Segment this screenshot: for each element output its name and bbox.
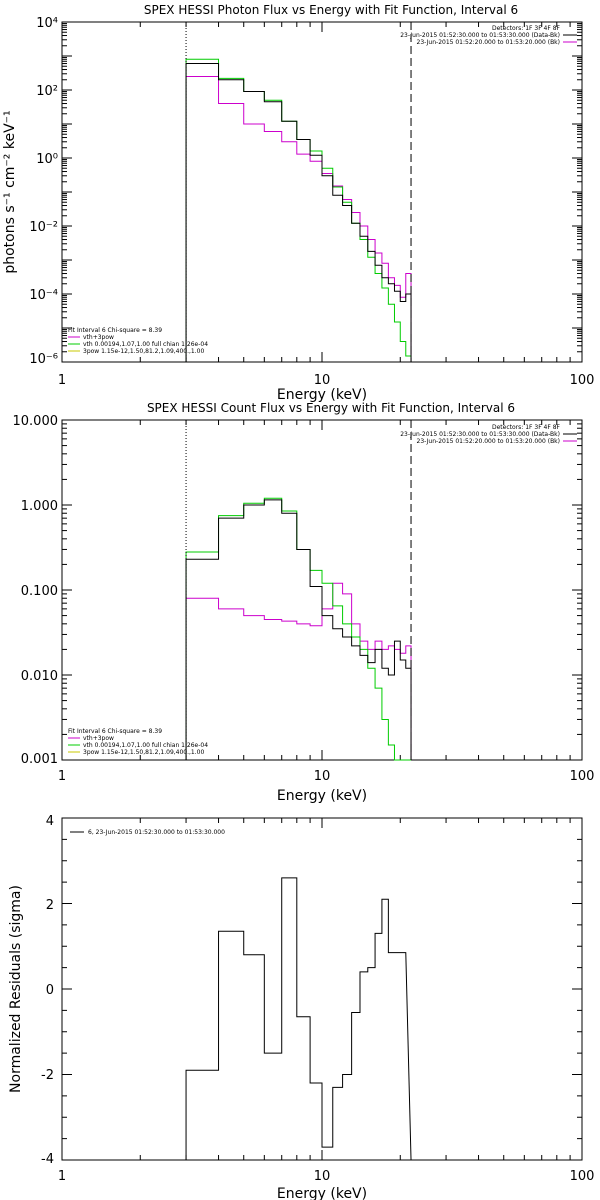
y-tick-1e4: 10⁴ [36,16,58,31]
count-flux-ticks [61,419,583,761]
y-tick-0: 0 [46,983,54,998]
photon-flux-series [185,22,412,362]
photon-flux-frame [61,21,583,363]
background-step-line [185,582,412,760]
count-flux-x-ticklabels: 1 10 100 [58,769,595,784]
y-tick-1e2: 10² [36,84,58,99]
legend-bk: 23-Jun-2015 01:52:20.000 to 01:53:20.000… [417,438,560,445]
residuals-panel: 1 10 100 4 2 0 -2 -4 Energy (keV) Normal… [8,814,594,1200]
data-minus-bk-step-line [185,63,412,362]
fit-model-step-line [185,58,412,362]
y-tick-2: 2 [46,898,54,913]
count-flux-legend-bottom-left: Fit Interval 6 Chi-square = 8.39 vth+3po… [68,728,208,756]
legend-vth: vth 0.00194,1.07,1.00 full chian 1.26e-0… [83,341,208,348]
residuals-ticks [61,817,583,1161]
fit-model-step-line [185,497,412,761]
photon-flux-ylabel: photons s⁻¹ cm⁻² keV⁻¹ [2,110,18,273]
photon-flux-x-ticklabels: 1 10 100 [58,373,595,388]
background-step-line [185,75,412,362]
count-flux-xlabel: Energy (keV) [277,788,367,804]
y-tick-1e-2: 10⁻² [29,220,58,235]
legend-vth: vth 0.00194,1.07,1.00 full chian 1.26e-0… [83,742,208,749]
count-flux-panel: SPEX HESSI Count Flux vs Energy with Fit… [13,401,595,804]
photon-flux-xlabel: Energy (keV) [277,387,367,403]
y-tick-neg2: -2 [41,1068,54,1083]
residuals-ylabel: Normalized Residuals (sigma) [8,885,24,1093]
photon-flux-y-ticklabels: 10⁴ 10² 10⁰ 10⁻² 10⁻⁴ 10⁻⁶ [29,16,58,367]
y-tick-0.001: 0.001 [21,752,58,767]
residuals-legend-label: 6, 23-Jun-2015 01:52:30.000 to 01:53:30.… [88,829,225,836]
photon-flux-title: SPEX HESSI Photon Flux vs Energy with Fi… [144,3,518,17]
count-flux-y-ticklabels: 10.000 1.000 0.100 0.010 0.001 [13,414,59,767]
residuals-legend: 6, 23-Jun-2015 01:52:30.000 to 01:53:30.… [70,829,225,836]
y-tick-4: 4 [46,814,54,829]
residuals-y-ticklabels: 4 2 0 -2 -4 [41,814,54,1167]
y-tick-neg4: -4 [41,1152,54,1167]
residuals-x-ticklabels: 1 10 100 [58,1169,595,1184]
photon-flux-ticks [61,21,583,363]
x-tick-100: 100 [570,769,595,784]
residuals-series [185,877,412,1161]
legend-vth-3pow: vth+3pow [83,334,114,341]
count-flux-legend-top-right: Detectors: 1F 3F 4F 8F 23-Jun-2015 01:52… [400,424,577,445]
x-tick-10: 10 [314,1169,331,1184]
y-tick-1: 1.000 [21,499,58,514]
y-tick-0.01: 0.010 [21,669,58,684]
legend-detectors: Detectors: 1F 3F 4F 8F [492,25,561,32]
x-tick-100: 100 [570,1169,595,1184]
legend-detectors: Detectors: 1F 3F 4F 8F [492,424,561,431]
legend-fit-interval: Fit Interval 6 Chi-square = 8.39 [68,327,162,334]
y-tick-1e-4: 10⁻⁴ [29,288,58,303]
legend-data-bk: 23-Jun-2015 01:52:30.000 to 01:53:30.000… [400,431,560,438]
count-flux-series [185,420,412,761]
x-tick-10: 10 [314,373,331,388]
photon-flux-legend-bottom-left: Fit Interval 6 Chi-square = 8.39 vth+3po… [68,327,208,355]
x-tick-1: 1 [58,769,66,784]
x-tick-1: 1 [58,1169,66,1184]
legend-3pow: 3pow 1.15e-12,1.50,81.2,1.09,400.,1.00 [83,348,204,355]
y-tick-10: 10.000 [13,414,59,429]
legend-bk: 23-Jun-2015 01:52:20.000 to 01:53:20.000… [417,39,560,46]
y-tick-1e0: 10⁰ [36,152,58,167]
x-tick-10: 10 [314,769,331,784]
legend-vth-3pow: vth+3pow [83,735,114,742]
legend-3pow: 3pow 1.15e-12,1.50,81.2,1.09,400.,1.00 [83,749,204,756]
data-minus-bk-step-line [185,499,412,760]
x-tick-1: 1 [58,373,66,388]
legend-data-bk: 23-Jun-2015 01:52:30.000 to 01:53:30.000… [400,32,560,39]
photon-flux-legend-top-right: Detectors: 1F 3F 4F 8F 23-Jun-2015 01:52… [400,25,577,46]
x-tick-100: 100 [570,373,595,388]
y-tick-1e-6: 10⁻⁶ [29,352,58,367]
residuals-step-line [185,877,412,1161]
legend-fit-interval: Fit Interval 6 Chi-square = 8.39 [68,728,162,735]
y-tick-0.1: 0.100 [21,584,58,599]
count-flux-title: SPEX HESSI Count Flux vs Energy with Fit… [147,401,515,415]
photon-flux-panel: SPEX HESSI Photon Flux vs Energy with Fi… [2,3,594,403]
residuals-xlabel: Energy (keV) [277,1186,367,1200]
